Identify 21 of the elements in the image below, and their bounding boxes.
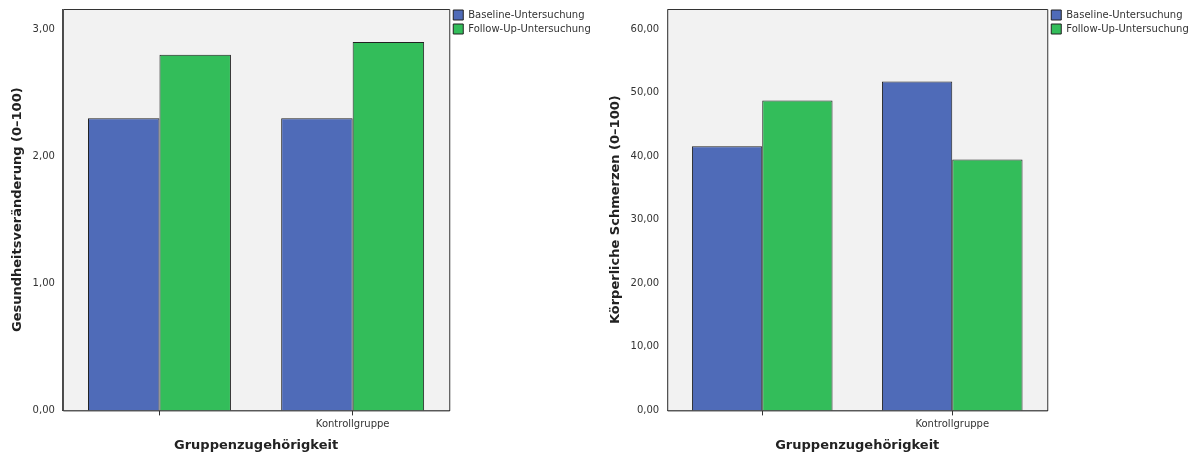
y-tick-label: 2,00 (32, 149, 55, 161)
y-tick-label: 3,00 (32, 22, 55, 34)
x-axis-title: Gruppenzugehörigkeit (775, 436, 940, 452)
x-tick-label: Kontrollgruppe (315, 417, 390, 429)
legend-label: Follow-Up-Untersuchung (1066, 22, 1189, 34)
legend-label: Baseline-Untersuchung (468, 8, 585, 20)
y-tick-label: 1,00 (32, 276, 55, 288)
y-tick-label: 40,00 (630, 149, 660, 161)
y-tick-label: 0,00 (636, 403, 660, 415)
legend-label: Baseline-Untersuchung (1066, 8, 1183, 20)
y-tick-label: 60,00 (630, 22, 660, 34)
y-tick-label: 10,00 (630, 340, 660, 352)
y-tick-label: 0,00 (32, 403, 55, 415)
x-tick-label: Kontrollgruppe (915, 417, 990, 429)
y-axis-title: Gesundheitsveränderung (0–100) (9, 87, 25, 333)
y-tick-label: 30,00 (630, 213, 660, 225)
y-axis-title: Körperliche Schmerzen (0–100) (607, 95, 623, 325)
y-tick-label: 20,00 (630, 276, 660, 288)
x-axis-title: Gruppenzugehörigkeit (174, 436, 339, 452)
y-tick-label: 50,00 (630, 86, 660, 98)
legend-label: Follow-Up-Untersuchung (468, 22, 591, 34)
